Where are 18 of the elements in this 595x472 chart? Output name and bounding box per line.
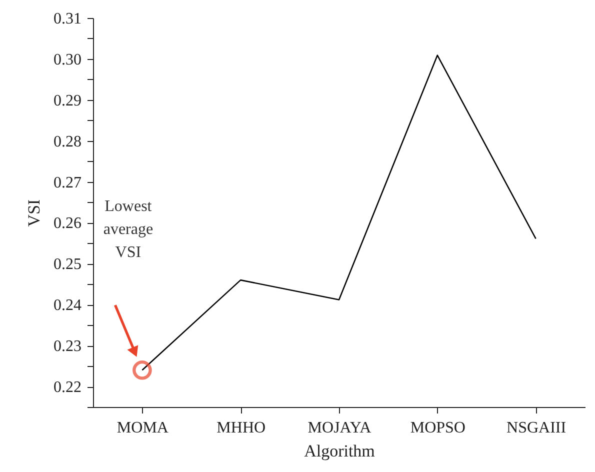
y-tick-label: 0.31 [54,10,82,28]
y-tick-label: 0.27 [54,174,82,192]
y-tick-label: 0.24 [54,297,82,314]
x-axis-title: Algorithm [304,442,375,460]
y-axis-title: VSI [24,198,44,227]
y-tick-label: 0.25 [54,256,82,274]
y-tick-label: 0.29 [54,92,82,110]
x-tick-label: MHHO [216,420,266,436]
x-tick-label: MOJAYA [308,420,372,436]
annotation: Lowest average VSI [103,198,154,262]
x-tick-label: MOMA [116,420,169,436]
y-tick-label: 0.22 [54,379,82,396]
x-tick-label: MOPSO [410,420,466,436]
y-tick-label: 0.30 [54,51,82,68]
y-tick-label: 0.28 [54,133,82,150]
x-tick-label: NSGAIII [506,420,566,436]
y-tick-label: 0.26 [54,215,82,232]
y-tick-label: 0.23 [54,338,82,356]
